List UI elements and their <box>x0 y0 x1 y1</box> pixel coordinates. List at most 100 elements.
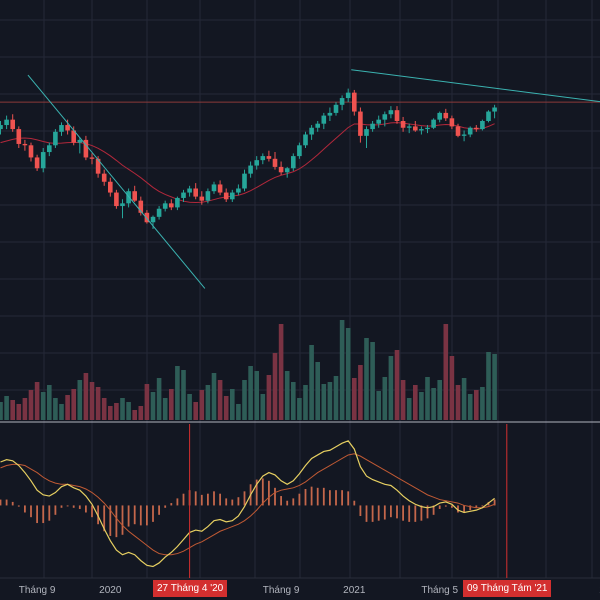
macd-histogram-bar <box>371 505 374 522</box>
macd-histogram-bar <box>103 505 106 532</box>
volume-bar <box>22 398 28 420</box>
candle-body <box>364 129 369 136</box>
volume-bar <box>345 328 351 420</box>
date-marker-label-1: 27 Tháng 4 '20 <box>153 580 228 597</box>
candle-body <box>162 203 168 209</box>
volume-bar <box>339 320 345 420</box>
volume-bar <box>34 382 40 420</box>
volume-pane <box>0 320 497 420</box>
volume-bar <box>199 390 205 420</box>
volume-bar <box>47 385 52 420</box>
macd-signal-line <box>0 453 495 556</box>
volume-bar <box>175 366 180 420</box>
candle-body <box>339 98 345 105</box>
macd-histogram-bar <box>0 499 2 506</box>
macd-histogram-bar <box>109 505 112 536</box>
candle-body <box>65 125 70 131</box>
macd-histogram-bar <box>30 505 32 518</box>
candle-body <box>77 139 83 143</box>
macd-histogram-bar <box>146 505 148 526</box>
volume-bar <box>248 366 253 420</box>
candle-body <box>327 112 333 116</box>
candle-body <box>138 200 144 213</box>
volume-bar <box>120 398 125 420</box>
candle-body <box>486 111 491 121</box>
volume-bar <box>126 402 131 420</box>
volume-bar <box>40 392 46 420</box>
candle-body <box>419 129 424 131</box>
macd-line <box>0 440 495 568</box>
macd-histogram-bar <box>408 505 411 522</box>
volume-bar <box>77 380 83 420</box>
macd-histogram-bar <box>164 505 167 508</box>
volume-bar <box>425 377 430 420</box>
volume-bar <box>254 371 259 420</box>
candle-body <box>132 191 137 201</box>
candle-body <box>22 143 28 146</box>
volume-bar <box>474 390 479 420</box>
grid <box>0 0 600 579</box>
trendline <box>351 69 600 103</box>
macd-histogram-bar <box>225 498 228 506</box>
candle-body <box>297 145 302 157</box>
macd-histogram-bar <box>115 505 118 538</box>
volume-bar <box>443 324 449 420</box>
macd-histogram-bar <box>133 505 136 525</box>
candle-body <box>474 127 479 130</box>
candle-body <box>236 188 241 193</box>
candle-body <box>199 196 205 201</box>
volume-bar <box>211 373 217 420</box>
volume-bar <box>388 356 394 420</box>
macd-histogram-bar <box>176 498 179 506</box>
macd-histogram-bar <box>359 505 362 516</box>
candle-body <box>400 121 406 128</box>
volume-bar <box>132 410 137 420</box>
macd-histogram-bar <box>200 494 203 506</box>
macd-histogram-bar <box>54 505 57 515</box>
macd-histogram-bar <box>310 486 313 506</box>
macd-histogram-bar <box>451 505 453 508</box>
candle-body <box>406 126 412 128</box>
candle-body <box>309 127 314 135</box>
volume-bar <box>266 375 272 420</box>
volume-bar <box>108 406 113 420</box>
candle-body <box>205 191 211 201</box>
volume-bar <box>272 353 278 420</box>
macd-histogram-bar <box>261 478 264 506</box>
candle-body <box>272 158 278 167</box>
volume-bar <box>16 404 22 420</box>
macd-histogram-bar <box>475 505 478 508</box>
x-tick-label: Tháng 5 <box>421 585 458 596</box>
candle-body <box>193 188 198 197</box>
candle-body <box>230 192 235 200</box>
candle-body <box>89 157 95 159</box>
macd-histogram-bar <box>24 505 26 513</box>
candle-body <box>16 129 22 144</box>
volume-bar <box>223 396 229 420</box>
macd-histogram-bar <box>139 505 142 526</box>
drawings-layer[interactable] <box>27 69 600 289</box>
macd-histogram-bar <box>414 505 417 522</box>
candle-body <box>211 184 217 192</box>
candle-body <box>95 158 101 174</box>
candle-body <box>126 191 131 204</box>
candle-body <box>254 160 259 166</box>
macd-histogram-bar <box>469 505 472 511</box>
macd-histogram-bar <box>444 505 447 507</box>
volume-bar <box>315 362 320 420</box>
candle-body <box>156 208 162 217</box>
macd-histogram-bar <box>322 487 325 506</box>
candle-body <box>40 152 46 169</box>
volume-bar <box>53 398 58 420</box>
volume-bar <box>480 387 485 420</box>
volume-bar <box>193 402 198 420</box>
macd-histogram-bar <box>231 499 234 506</box>
candle-body <box>352 92 357 112</box>
volume-bar <box>352 378 357 420</box>
volume-bar <box>370 342 375 420</box>
volume-bar <box>101 398 107 420</box>
macd-histogram-bar <box>5 499 8 506</box>
candle-body <box>83 139 89 158</box>
volume-bar <box>114 403 119 420</box>
